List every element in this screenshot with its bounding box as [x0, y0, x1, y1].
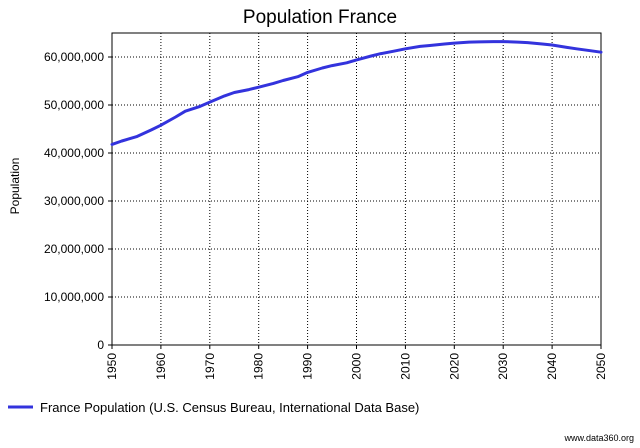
x-tick-label: 2010: [398, 353, 412, 380]
x-tick-label: 2000: [350, 353, 364, 380]
y-tick-label: 10,000,000: [44, 290, 104, 304]
y-tick-label: 50,000,000: [44, 98, 104, 112]
series-line: [110, 40, 603, 146]
y-tick-label: 20,000,000: [44, 242, 104, 256]
x-tick-label: 1990: [301, 353, 315, 380]
x-tick-label: 2030: [496, 353, 510, 380]
legend-label: France Population (U.S. Census Bureau, I…: [40, 400, 419, 415]
y-tick-label: 0: [97, 338, 104, 352]
plot-area: 0 10,000,000 20,000,000 30,000,000 40,000,00…: [44, 32, 608, 380]
x-tick-label: 1960: [154, 353, 168, 380]
y-axis-label: Population: [8, 158, 22, 215]
y-tick-label: 30,000,000: [44, 194, 104, 208]
x-tick-label: 1980: [252, 353, 266, 380]
watermark: www.data360.org: [563, 433, 634, 443]
x-tick-label: 2050: [594, 353, 608, 380]
chart-title: Population France: [243, 7, 397, 28]
x-tick-label: 2040: [545, 353, 559, 380]
x-tick-label: 1950: [105, 353, 119, 380]
x-tick-label: 2020: [447, 353, 461, 380]
y-tick-label: 40,000,000: [44, 146, 104, 160]
x-tick-label: 1970: [203, 353, 217, 380]
y-tick-label: 60,000,000: [44, 50, 104, 64]
